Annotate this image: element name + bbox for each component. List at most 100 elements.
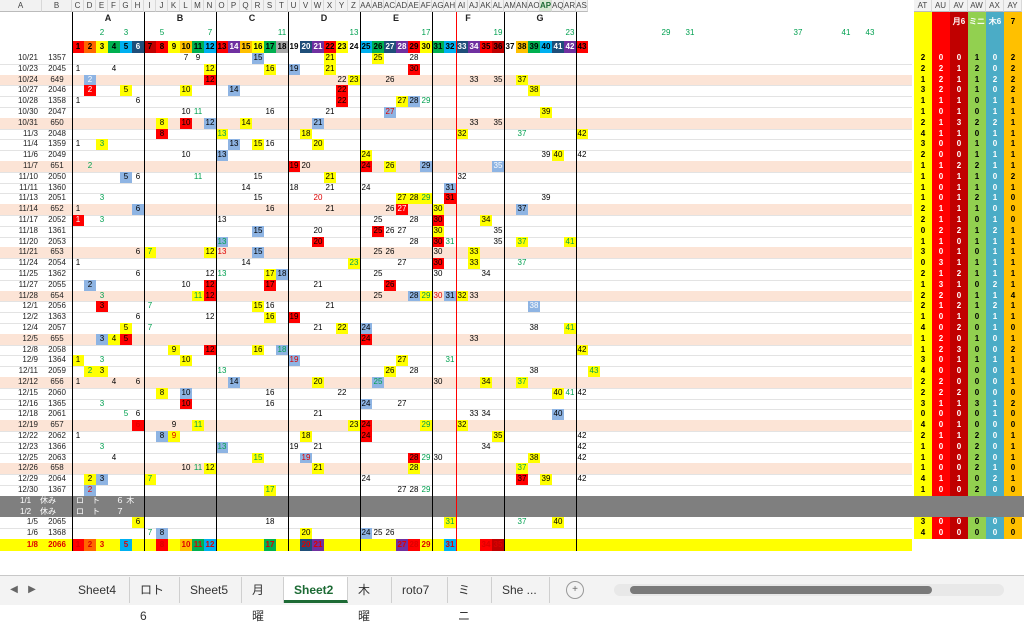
number-cell[interactable]: 34 — [480, 539, 492, 551]
column-header[interactable]: S — [264, 0, 276, 12]
summary-cell[interactable]: 0 — [950, 366, 968, 377]
number-cell[interactable]: 33 — [469, 333, 479, 343]
number-cell[interactable]: 28 — [408, 290, 420, 302]
number-cell[interactable]: 25 — [373, 528, 383, 538]
number-cell[interactable]: 29 — [420, 539, 432, 551]
number-cell[interactable]: 39 — [541, 193, 551, 203]
number-cell[interactable]: 13 — [216, 441, 228, 453]
column-header[interactable]: F — [108, 0, 120, 12]
date-cell[interactable]: 11/18 — [18, 225, 38, 235]
number-cell[interactable]: 24 — [360, 161, 372, 172]
summary-cell[interactable]: 0 — [1004, 485, 1022, 496]
number-cell[interactable]: 35 — [493, 236, 503, 246]
summary-cell[interactable]: 0 — [968, 128, 986, 140]
number-cell[interactable]: 1 — [75, 139, 81, 149]
round-cell[interactable]: 654 — [50, 290, 64, 300]
summary-cell[interactable]: 3 — [968, 398, 986, 410]
summary-cell[interactable]: 1 — [986, 398, 1004, 410]
number-cell[interactable]: 9 — [171, 420, 177, 430]
number-cell[interactable]: 2 — [84, 279, 96, 291]
number-cell[interactable]: 1 — [75, 431, 81, 440]
summary-cell[interactable]: 0 — [968, 279, 986, 291]
number-cell[interactable]: 25 — [372, 225, 384, 237]
number-cell[interactable]: 30 — [432, 204, 444, 215]
summary-cell[interactable]: 0 — [1004, 517, 1022, 529]
summary-cell[interactable]: 2 — [932, 225, 950, 237]
date-cell[interactable]: 11/17 — [18, 215, 38, 224]
number-cell[interactable]: 12 — [204, 463, 216, 475]
summary-cell[interactable]: 1 — [986, 107, 1004, 118]
number-cell[interactable]: 23 — [348, 74, 360, 86]
summary-cell[interactable]: 3 — [932, 258, 950, 269]
summary-cell[interactable]: 1 — [968, 53, 986, 64]
column-header[interactable]: AD — [396, 0, 408, 12]
summary-cell[interactable]: 0 — [950, 452, 968, 464]
number-cell[interactable]: 28 — [408, 96, 420, 107]
round-cell[interactable]: 2066 — [48, 540, 66, 549]
summary-cell[interactable]: 1 — [1004, 452, 1022, 464]
column-header[interactable]: M — [192, 0, 204, 12]
column-header[interactable]: C — [72, 0, 84, 12]
number-cell[interactable]: 17 — [264, 269, 276, 280]
summary-cell[interactable]: 0 — [950, 53, 968, 64]
number-cell[interactable]: 24 — [361, 474, 371, 484]
number-cell[interactable]: 24 — [360, 323, 372, 334]
number-cell[interactable]: 15 — [252, 452, 264, 464]
date-cell[interactable]: 11/10 — [18, 171, 38, 181]
column-header[interactable]: AI — [456, 0, 468, 12]
round-cell[interactable]: 2053 — [48, 236, 66, 246]
summary-cell[interactable]: 1 — [950, 193, 968, 205]
summary-cell[interactable]: 2 — [986, 301, 1004, 313]
round-cell[interactable]: 649 — [50, 74, 64, 84]
number-cell[interactable]: 13 — [217, 269, 227, 278]
summary-cell[interactable]: 0 — [986, 204, 1004, 215]
round-cell[interactable]: 2057 — [48, 323, 66, 332]
number-cell[interactable]: 18 — [300, 128, 312, 140]
summary-cell[interactable]: 0 — [932, 139, 950, 151]
number-cell[interactable]: 3 — [99, 215, 105, 224]
add-sheet-icon[interactable]: + — [566, 581, 584, 599]
summary-cell[interactable]: 1 — [968, 171, 986, 183]
number-cell[interactable]: 10 — [180, 85, 192, 97]
summary-cell[interactable]: 1 — [968, 139, 986, 151]
summary-cell[interactable]: 1 — [932, 236, 950, 248]
summary-cell[interactable]: 1 — [1004, 96, 1022, 107]
number-cell[interactable]: 1 — [72, 539, 84, 551]
summary-cell[interactable]: 1 — [932, 117, 950, 129]
date-cell[interactable]: 12/11 — [18, 366, 38, 376]
round-cell[interactable]: 658 — [50, 463, 64, 473]
column-header[interactable]: AE — [408, 0, 420, 12]
date-cell[interactable]: 11/27 — [18, 279, 38, 289]
number-cell[interactable]: 7 — [147, 323, 153, 332]
summary-cell[interactable]: 0 — [932, 441, 950, 453]
summary-cell[interactable]: 1 — [950, 431, 968, 442]
summary-cell[interactable]: 2 — [932, 85, 950, 97]
number-cell[interactable]: 18 — [300, 431, 312, 442]
summary-cell[interactable]: 1 — [1004, 377, 1022, 388]
number-cell[interactable]: 26 — [385, 225, 395, 235]
number-cell[interactable]: 29 — [420, 290, 432, 302]
summary-cell[interactable]: 0 — [968, 517, 986, 529]
summary-cell[interactable]: 2 — [986, 474, 1004, 485]
number-cell[interactable]: 7 — [147, 301, 153, 311]
summary-cell[interactable]: 0 — [1004, 323, 1022, 334]
number-cell[interactable]: 11 — [193, 463, 203, 473]
summary-cell[interactable]: 1 — [968, 225, 986, 237]
summary-cell[interactable]: 1 — [932, 161, 950, 172]
summary-cell[interactable]: 1 — [968, 258, 986, 269]
summary-cell[interactable]: 1 — [968, 74, 986, 86]
summary-cell[interactable]: 0 — [1004, 193, 1022, 205]
summary-cell[interactable]: 0 — [932, 53, 950, 64]
number-cell[interactable]: 27 — [384, 107, 396, 118]
summary-cell[interactable]: 1 — [1004, 182, 1022, 194]
number-cell[interactable]: 18 — [289, 182, 299, 192]
date-cell[interactable]: 12/8 — [22, 344, 38, 354]
date-cell[interactable]: 10/23 — [17, 63, 38, 73]
column-header[interactable]: K — [168, 0, 180, 12]
number-cell[interactable]: 5 — [120, 333, 132, 345]
summary-cell[interactable]: 2 — [914, 431, 932, 442]
number-cell[interactable]: 27 — [397, 398, 407, 408]
number-cell[interactable]: 3 — [96, 139, 108, 151]
summary-cell[interactable]: 1 — [986, 312, 1004, 323]
summary-cell[interactable]: 1 — [986, 258, 1004, 269]
